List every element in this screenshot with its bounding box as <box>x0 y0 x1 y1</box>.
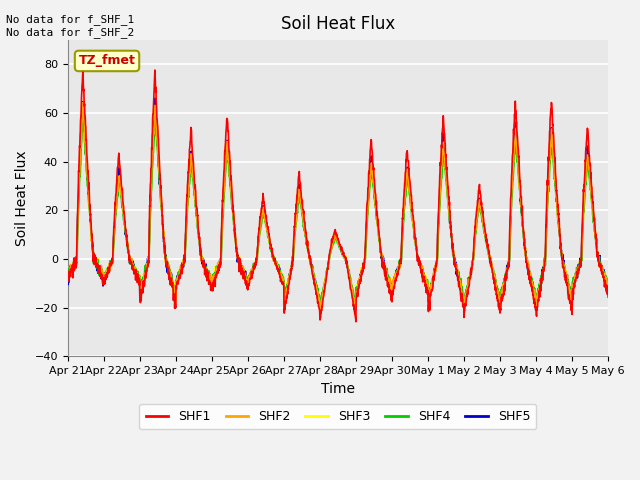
Title: Soil Heat Flux: Soil Heat Flux <box>281 15 395 33</box>
Text: No data for f_SHF_1
No data for f_SHF_2: No data for f_SHF_1 No data for f_SHF_2 <box>6 14 134 38</box>
Legend: SHF1, SHF2, SHF3, SHF4, SHF5: SHF1, SHF2, SHF3, SHF4, SHF5 <box>140 404 536 429</box>
X-axis label: Time: Time <box>321 382 355 396</box>
Y-axis label: Soil Heat Flux: Soil Heat Flux <box>15 150 29 246</box>
Text: TZ_fmet: TZ_fmet <box>79 54 136 68</box>
